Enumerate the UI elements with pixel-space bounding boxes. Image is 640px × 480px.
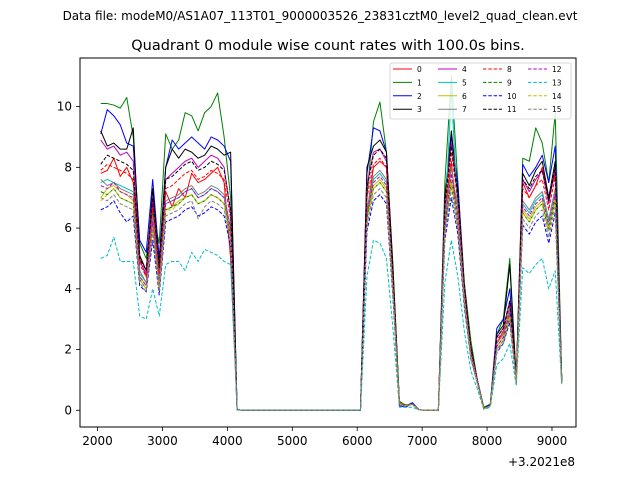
legend-label-10: 10 xyxy=(507,92,517,101)
y-tick-label: 2 xyxy=(64,343,72,357)
x-offset-label: +3.2021e8 xyxy=(508,455,575,469)
series-line-13 xyxy=(100,236,563,411)
x-tick-label: 7000 xyxy=(407,434,438,448)
legend-label-0: 0 xyxy=(417,65,422,74)
legend-label-7: 7 xyxy=(462,105,467,114)
y-tick-label: 4 xyxy=(64,282,72,296)
plot-area xyxy=(79,57,577,428)
x-tick-label: 5000 xyxy=(277,434,308,448)
legend-label-5: 5 xyxy=(462,78,467,87)
series-group xyxy=(100,75,563,411)
legend-label-14: 14 xyxy=(552,92,562,101)
legend-label-4: 4 xyxy=(462,65,467,74)
series-line-15 xyxy=(100,188,563,411)
x-tick-label: 2000 xyxy=(82,434,113,448)
x-tick-label: 9000 xyxy=(537,434,568,448)
legend-label-11: 11 xyxy=(507,105,517,114)
chart-title: Quadrant 0 module wise count rates with … xyxy=(131,38,525,54)
legend-label-12: 12 xyxy=(552,65,562,74)
legend-frame xyxy=(389,62,572,120)
x-tick-label: 4000 xyxy=(212,434,243,448)
legend-label-8: 8 xyxy=(507,65,512,74)
y-tick-label: 8 xyxy=(64,160,72,174)
axes-frame xyxy=(79,57,577,428)
y-tick-label: 10 xyxy=(57,100,72,114)
legend-label-3: 3 xyxy=(417,105,422,114)
y-axis: 0 2 4 6 8 10 xyxy=(57,100,80,417)
x-axis: 2000 3000 4000 5000 6000 7000 8000 9000 xyxy=(82,427,567,448)
x-tick-label: 6000 xyxy=(342,434,373,448)
legend-label-15: 15 xyxy=(552,105,562,114)
legend-label-13: 13 xyxy=(552,78,562,87)
figure-suptitle: Data file: modeM0/AS1A07_113T01_90000035… xyxy=(63,9,578,23)
legend-label-1: 1 xyxy=(417,78,422,87)
y-tick-label: 6 xyxy=(64,221,72,235)
legend-label-9: 9 xyxy=(507,78,512,87)
legend-label-2: 2 xyxy=(417,92,422,101)
x-tick-label: 8000 xyxy=(472,434,503,448)
y-tick-label: 0 xyxy=(64,403,72,417)
legend-label-6: 6 xyxy=(462,92,467,101)
x-tick-label: 3000 xyxy=(147,434,178,448)
